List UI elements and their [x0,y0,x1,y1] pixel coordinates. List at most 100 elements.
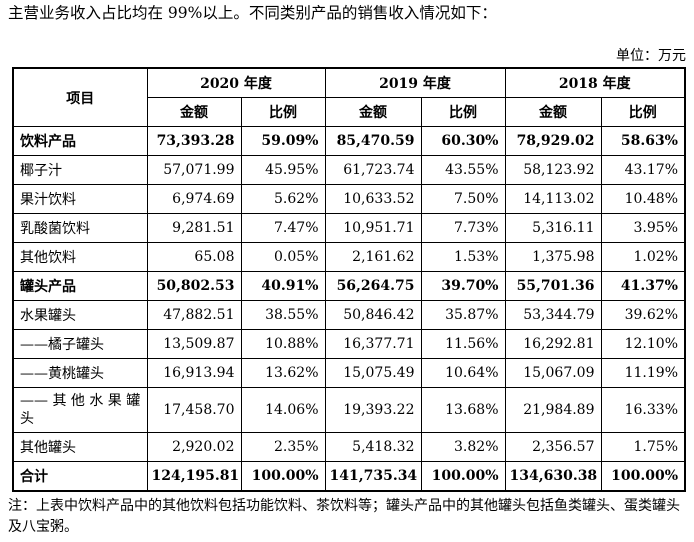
ratio-cell: 39.62% [600,300,686,330]
year-header-2018: 2018 年度 [504,67,686,98]
amount-cell: 61,723.74 [324,155,422,185]
row-label: ——黄桃罐头 [12,358,148,388]
ratio-cell: 16.33% [600,387,686,433]
ratio-cell: 43.17% [600,155,686,185]
amount-cell: 50,802.53 [146,271,242,301]
ratio-cell: 11.19% [600,358,686,388]
ratio-cell: 1.53% [420,242,506,272]
amount-cell: 1,375.98 [504,242,602,272]
ratio-cell: 3.95% [600,213,686,243]
amount-header: 金额 [324,97,422,127]
revenue-table: 项目 2020 年度 2019 年度 2018 年度 金额 比例 金额 比例 金… [12,67,686,492]
ratio-cell: 3.82% [420,432,506,462]
row-label: 合计 [12,461,148,492]
ratio-cell: 11.56% [420,329,506,359]
amount-cell: 5,418.32 [324,432,422,462]
amount-cell: 6,974.69 [146,184,242,214]
amount-cell: 14,113.02 [504,184,602,214]
ratio-cell: 40.91% [240,271,326,301]
ratio-cell: 10.48% [600,184,686,214]
amount-cell: 5,316.11 [504,213,602,243]
amount-cell: 47,882.51 [146,300,242,330]
amount-header: 金额 [504,97,602,127]
amount-cell: 16,913.94 [146,358,242,388]
amount-cell: 9,281.51 [146,213,242,243]
amount-cell: 10,633.52 [324,184,422,214]
ratio-cell: 1.02% [600,242,686,272]
amount-cell: 16,377.71 [324,329,422,359]
amount-cell: 124,195.81 [146,461,242,492]
ratio-cell: 14.06% [240,387,326,433]
unit-label: 单位：万元 [616,48,686,64]
amount-cell: 53,344.79 [504,300,602,330]
ratio-cell: 5.62% [240,184,326,214]
table-row: 果汁饮料 6,974.69 5.62% 10,633.52 7.50% 14,113.02… [12,184,686,214]
ratio-cell: 2.35% [240,432,326,462]
amount-cell: 10,951.71 [324,213,422,243]
footnote: 注：上表中饮料产品中的其他饮料包括功能饮料、茶饮料等；罐头产品中的其他罐头包括鱼… [8,498,680,535]
ratio-cell: 100.00% [240,461,326,492]
ratio-cell: 13.68% [420,387,506,433]
ratio-header: 比例 [420,97,506,127]
table-row: 水果罐头 47,882.51 38.55% 50,846.42 35.87% 53,344… [12,300,686,330]
amount-cell: 134,630.38 [504,461,602,492]
ratio-cell: 1.75% [600,432,686,462]
ratio-cell: 39.70% [420,271,506,301]
ratio-cell: 7.50% [420,184,506,214]
table-body: 饮料产品 73,393.28 59.09% 85,470.59 60.30% 78,929… [12,126,686,492]
row-label: 椰子汁 [12,155,148,185]
row-label: 乳酸菌饮料 [12,213,148,243]
row-label: 其他饮料 [12,242,148,272]
row-label: 罐头产品 [12,271,148,301]
ratio-cell: 100.00% [420,461,506,492]
amount-cell: 2,920.02 [146,432,242,462]
row-label: 其他罐头 [12,432,148,462]
table-row: 椰子汁 57,071.99 45.95% 61,723.74 43.55% 58,123.… [12,155,686,185]
item-header: 项目 [12,67,148,127]
amount-cell: 56,264.75 [324,271,422,301]
table-row: 其他饮料 65.08 0.05% 2,161.62 1.53% 1,375.98 1.02% [12,242,686,272]
ratio-cell: 12.10% [600,329,686,359]
row-label: ——橘子罐头 [12,329,148,359]
table-row: 饮料产品 73,393.28 59.09% 85,470.59 60.30% 78,929… [12,126,686,156]
ratio-cell: 0.05% [240,242,326,272]
amount-cell: 65.08 [146,242,242,272]
ratio-cell: 7.73% [420,213,506,243]
amount-cell: 50,846.42 [324,300,422,330]
ratio-cell: 60.30% [420,126,506,156]
table-row: 罐头产品 50,802.53 40.91% 56,264.75 39.70% 55,701… [12,271,686,301]
table-row: 乳酸菌饮料 9,281.51 7.47% 10,951.71 7.73% 5,316.11… [12,213,686,243]
ratio-cell: 10.64% [420,358,506,388]
amount-header: 金额 [146,97,242,127]
table-row: —— 其 他 水 果 罐头 17,458.70 14.06% 19,393.22 13.… [12,387,686,433]
amount-cell: 16,292.81 [504,329,602,359]
ratio-cell: 59.09% [240,126,326,156]
ratio-cell: 45.95% [240,155,326,185]
amount-cell: 55,701.36 [504,271,602,301]
amount-cell: 2,356.57 [504,432,602,462]
amount-cell: 73,393.28 [146,126,242,156]
ratio-header: 比例 [600,97,686,127]
table-row: ——黄桃罐头 16,913.94 13.62% 15,075.49 10.64% 15,0… [12,358,686,388]
table-row: 合计 124,195.81 100.00% 141,735.34 100.00% 134,… [12,461,686,492]
ratio-cell: 43.55% [420,155,506,185]
table-row: ——橘子罐头 13,509.87 10.88% 16,377.71 11.56% 16,2… [12,329,686,359]
row-label: —— 其 他 水 果 罐头 [12,387,148,433]
table-row: 其他罐头 2,920.02 2.35% 5,418.32 3.82% 2,356.57 1.… [12,432,686,462]
amount-cell: 13,509.87 [146,329,242,359]
amount-cell: 58,123.92 [504,155,602,185]
amount-cell: 78,929.02 [504,126,602,156]
amount-cell: 57,071.99 [146,155,242,185]
ratio-cell: 58.63% [600,126,686,156]
ratio-cell: 38.55% [240,300,326,330]
amount-cell: 85,470.59 [324,126,422,156]
row-label: 果汁饮料 [12,184,148,214]
intro-text: 主营业务收入占比均在 99%以上。不同类别产品的销售收入情况如下： [8,4,497,22]
ratio-cell: 10.88% [240,329,326,359]
ratio-cell: 7.47% [240,213,326,243]
table-header-row-subheaders: 金额 比例 金额 比例 金额 比例 [13,97,686,127]
ratio-cell: 100.00% [600,461,686,492]
ratio-header: 比例 [240,97,326,127]
year-header-2020: 2020 年度 [146,67,326,98]
year-header-2019: 2019 年度 [324,67,506,98]
